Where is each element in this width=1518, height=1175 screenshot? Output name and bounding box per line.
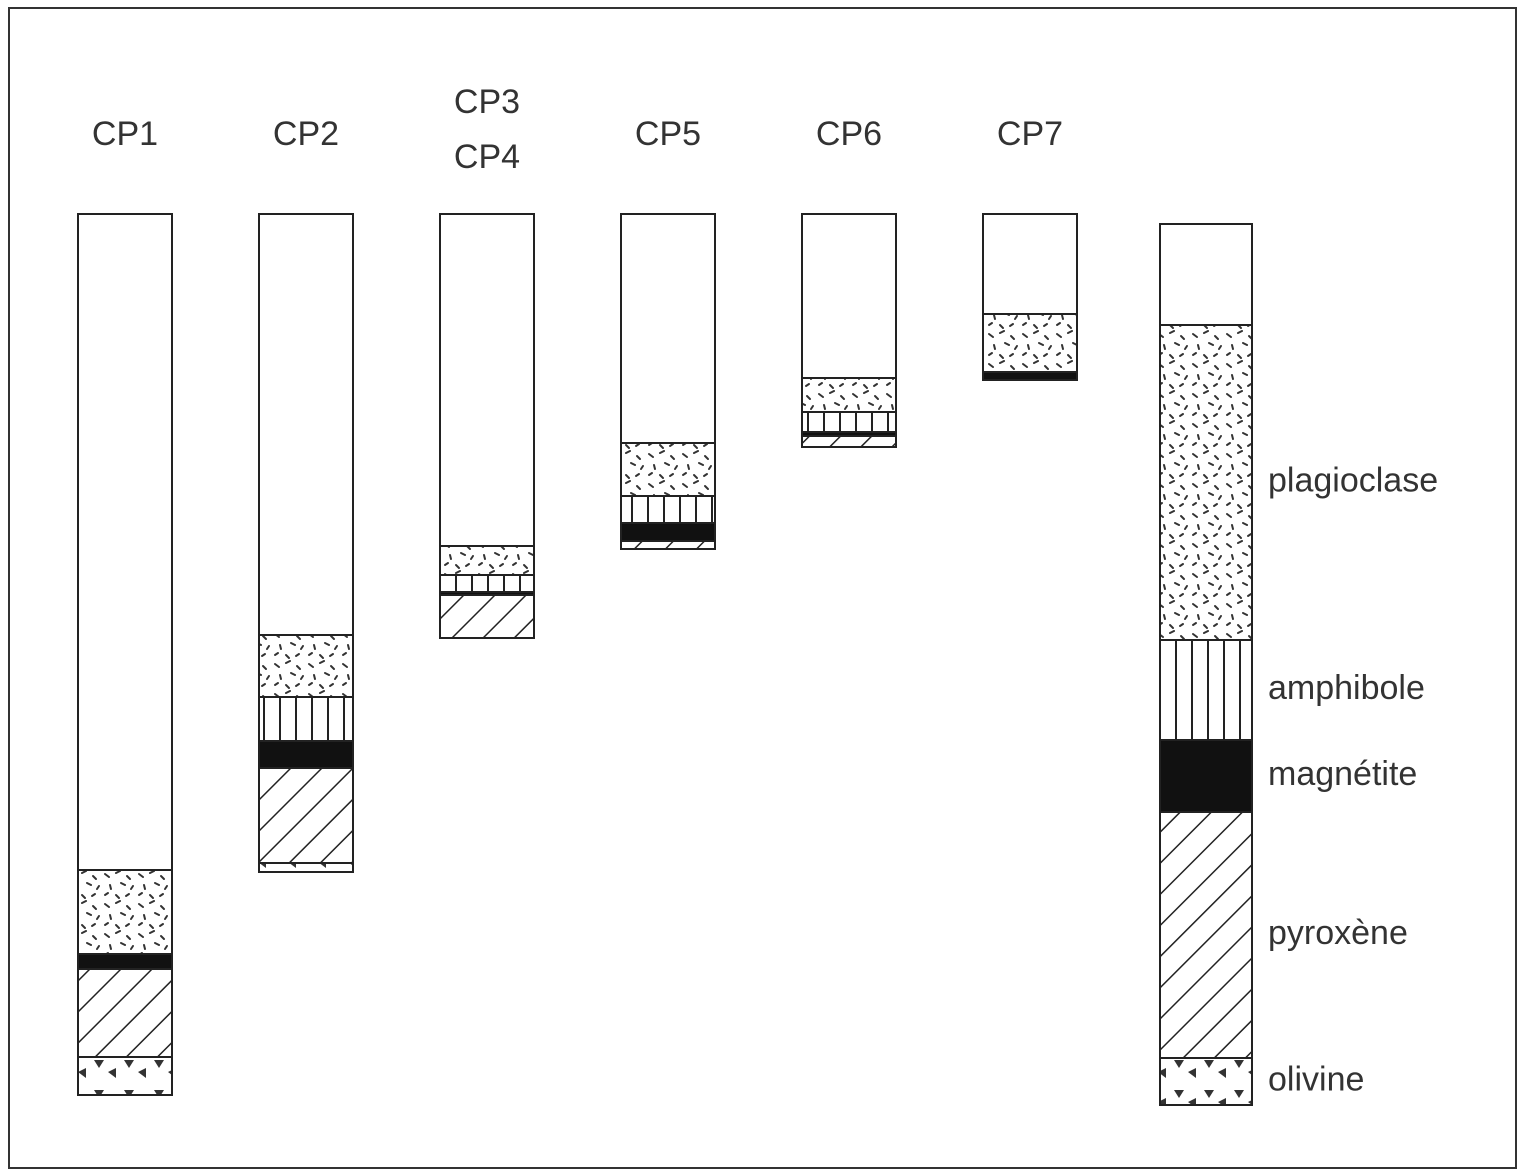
frame bbox=[8, 7, 1517, 1169]
segment bbox=[77, 869, 173, 955]
segment bbox=[801, 377, 897, 413]
segment bbox=[439, 545, 535, 576]
segment bbox=[801, 411, 897, 433]
legend-swatch bbox=[1159, 739, 1253, 813]
column-label: CP1 bbox=[92, 115, 158, 153]
legend-swatch bbox=[1159, 639, 1253, 741]
column-label: CP3 bbox=[454, 83, 520, 121]
segment bbox=[620, 213, 716, 444]
segment bbox=[620, 442, 716, 497]
column-label: CP6 bbox=[816, 115, 882, 153]
segment bbox=[982, 313, 1078, 373]
legend-swatch bbox=[1159, 324, 1253, 641]
segment bbox=[77, 213, 173, 871]
legend-swatch bbox=[1159, 223, 1253, 326]
segment bbox=[258, 767, 354, 864]
segment bbox=[801, 435, 897, 448]
legend-label: magnétite bbox=[1268, 755, 1417, 793]
segment bbox=[258, 634, 354, 698]
legend-label: pyroxène bbox=[1268, 914, 1408, 952]
column-label: CP5 bbox=[635, 115, 701, 153]
column-label: CP4 bbox=[454, 138, 520, 176]
segment bbox=[258, 213, 354, 636]
segment bbox=[77, 968, 173, 1058]
segment bbox=[982, 213, 1078, 315]
segment bbox=[439, 574, 535, 593]
legend-label: plagioclase bbox=[1268, 461, 1438, 499]
segment bbox=[77, 1056, 173, 1096]
segment bbox=[439, 213, 535, 547]
legend-swatch bbox=[1159, 811, 1253, 1059]
segment bbox=[620, 540, 716, 550]
legend-label: amphibole bbox=[1268, 669, 1425, 707]
segment bbox=[258, 740, 354, 769]
column-label: CP2 bbox=[273, 115, 339, 153]
segment bbox=[801, 213, 897, 379]
segment bbox=[77, 953, 173, 970]
legend-swatch bbox=[1159, 1057, 1253, 1106]
segment bbox=[620, 495, 716, 524]
segment bbox=[258, 696, 354, 742]
column-label: CP7 bbox=[997, 115, 1063, 153]
segment bbox=[620, 522, 716, 542]
legend-label: olivine bbox=[1268, 1060, 1364, 1098]
segment bbox=[439, 594, 535, 639]
segment bbox=[258, 862, 354, 873]
segment bbox=[982, 371, 1078, 381]
